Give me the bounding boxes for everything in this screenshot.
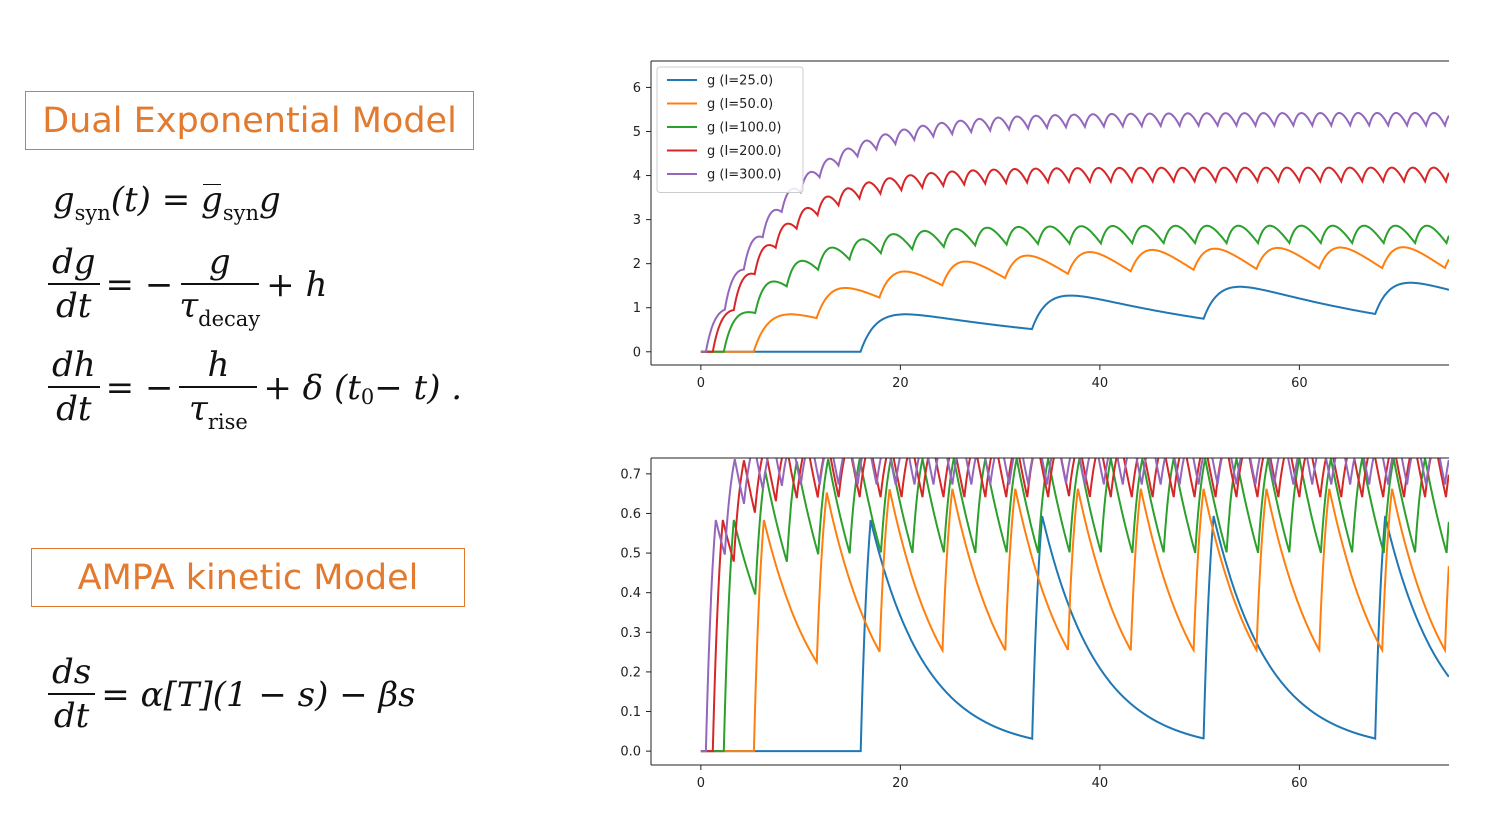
x-tick-label: 0 — [697, 376, 705, 391]
dg-tail: + h — [266, 265, 328, 305]
ds-equation: ds dt = α[T](1 − s) − βs — [42, 645, 416, 745]
series-line-5 — [700, 111, 1449, 353]
y-tick-label: 6 — [633, 81, 641, 96]
ds-dt-fraction: ds dt — [48, 655, 96, 736]
series-line-1 — [700, 281, 1449, 353]
dual-exponential-title-text: Dual Exponential Model — [42, 100, 457, 141]
series-line-4 — [700, 166, 1449, 353]
dg-numerator: dg — [48, 245, 100, 285]
x-tick-label: 0 — [697, 776, 705, 791]
gsyn-rhs-sub: syn — [222, 201, 259, 225]
legend-label: g (I=200.0) — [707, 144, 781, 159]
y-tick-label: 0.1 — [620, 705, 641, 720]
dh-equation: dh dt = − h τrise + δ (t 0 − t) . — [42, 338, 462, 438]
dh-tail-b: − t) . — [374, 368, 463, 408]
series-line-3 — [700, 224, 1449, 353]
chart-legend: g (I=25.0) g (I=50.0) g (I=100.0) g (I=200.… — [656, 66, 804, 193]
legend-label: g (I=300.0) — [707, 168, 781, 183]
series-line-2 — [700, 488, 1449, 753]
tau-decay-symbol: τ — [179, 286, 199, 326]
y-tick-label: 0.7 — [620, 467, 641, 482]
tau-decay-sub: decay — [198, 307, 261, 331]
gsyn-equation: gsyn(t) = gsyng — [42, 180, 281, 225]
gsyn-rhs-tail: g — [258, 180, 281, 220]
y-tick-label: 0 — [633, 345, 641, 360]
dg-equals: = − — [105, 265, 174, 305]
dg-dt-fraction: dg dt — [48, 245, 100, 324]
ampa-kinetic-title: AMPA kinetic Model — [31, 548, 465, 607]
x-tick-label: 20 — [892, 376, 909, 391]
tau-rise-denominator: τrise — [189, 388, 248, 433]
ds-numerator: ds — [48, 655, 96, 695]
y-tick-label: 0.3 — [620, 626, 641, 641]
gsyn-rhs: g — [201, 180, 223, 220]
dh-dt-fraction: dh dt — [48, 348, 100, 427]
h-tau-rise-fraction: h τrise — [179, 348, 258, 433]
y-tick-label: 2 — [633, 257, 641, 272]
y-tick-label: 0.2 — [620, 665, 641, 680]
x-tick-label: 40 — [1092, 376, 1109, 391]
legend-box — [656, 66, 804, 193]
gsyn-lhs: g — [52, 180, 75, 220]
y-tick-label: 1 — [633, 301, 641, 316]
legend-label: g (I=50.0) — [707, 97, 773, 112]
dh-denominator: dt — [56, 389, 92, 429]
ds-rhs: = α[T](1 − s) − βs — [101, 675, 416, 715]
dh-equals: = − — [105, 368, 174, 408]
dual-exponential-title: Dual Exponential Model — [25, 91, 474, 150]
chart-2-series — [700, 458, 1449, 753]
tau-rise-sub: rise — [207, 410, 248, 434]
series-line-3 — [700, 458, 1449, 753]
ds-denominator: dt — [53, 696, 90, 736]
tau-rise-symbol: τ — [189, 389, 208, 429]
gsyn-bar: g — [201, 180, 223, 220]
legend-label: g (I=25.0) — [707, 74, 773, 89]
y-tick-label: 5 — [633, 125, 641, 140]
series-line-2 — [700, 246, 1449, 353]
gsyn-lhs-arg: (t) = — [110, 180, 202, 220]
chart-2: 0 20 40 60 0.0 0.1 0.2 0.3 0.4 0.5 0.6 0.7 — [620, 457, 1449, 791]
dg-denominator: dt — [56, 286, 92, 326]
g-tau-decay-fraction: g τdecay — [179, 245, 260, 330]
y-tick-label: 0.6 — [620, 507, 641, 522]
x-tick-label: 40 — [1092, 776, 1109, 791]
dh-tail-a: + δ (t — [263, 368, 361, 408]
y-tick-label: 0.5 — [620, 547, 641, 562]
ampa-kinetic-title-text: AMPA kinetic Model — [77, 557, 419, 598]
dg-equation: dg dt = − g τdecay + h — [42, 235, 327, 335]
x-tick-label: 60 — [1291, 376, 1308, 391]
series-line-1 — [700, 515, 1449, 753]
legend-label: g (I=100.0) — [707, 121, 781, 136]
y-tick-label: 4 — [633, 169, 641, 184]
y-tick-label: 0.0 — [620, 745, 641, 760]
g-tau-numerator: g — [180, 245, 259, 285]
series-line-4 — [700, 458, 1449, 753]
y-tick-label: 3 — [633, 213, 641, 228]
h-tau-numerator: h — [179, 348, 258, 388]
x-tick-label: 20 — [892, 776, 909, 791]
y-tick-label: 0.4 — [620, 586, 641, 601]
dh-numerator: dh — [48, 348, 100, 388]
dh-tail-sub: 0 — [360, 385, 375, 409]
chart-1: 0 20 40 60 0 1 2 3 4 5 6 g (I=25.0) g (I=50.0) g (I=1… — [633, 60, 1449, 391]
tau-decay-denominator: τdecay — [179, 285, 260, 330]
gsyn-lhs-sub: syn — [74, 201, 111, 225]
chart-1-series — [700, 111, 1449, 353]
x-tick-label: 60 — [1291, 776, 1308, 791]
